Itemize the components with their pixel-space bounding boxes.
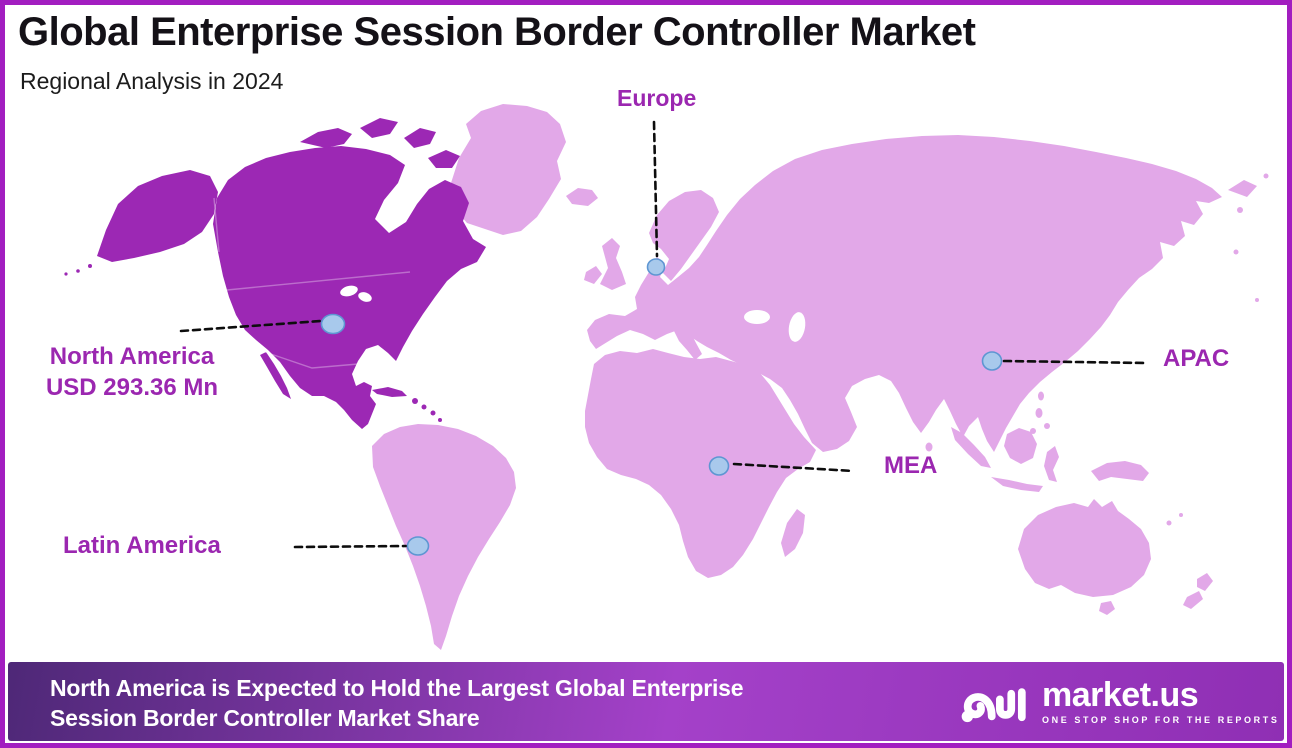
footer-caption-line2: Session Border Controller Market Share [50,705,480,731]
europe-marker [646,258,666,276]
footer-caption-line1: North America is Expected to Hold the La… [50,675,744,701]
apac-connector [1002,359,1149,365]
region-europe [584,190,719,360]
europe-connector [652,120,659,258]
mea-connector [732,462,855,473]
marketus-tagline: ONE STOP SHOP FOR THE REPORTS [1042,714,1280,725]
page-title: Global Enterprise Session Border Control… [18,10,976,54]
mea-marker [708,456,730,476]
mea-label: MEA [884,452,938,479]
region-greenland [451,104,598,235]
apac-marker [981,351,1003,371]
north-america-label: North America USD 293.36 Mn [26,341,238,403]
latin-america-connector [293,544,408,549]
region-eurasia [587,135,1269,452]
north-america-name: North America [49,343,215,370]
latin-america-label: Latin America [63,532,221,559]
north-america-value: USD 293.36 Mn [45,374,219,401]
europe-label: Europe [617,85,697,111]
footer-banner: North America is Expected to Hold the La… [8,662,1284,741]
region-south-america [372,424,516,650]
region-africa [585,349,816,578]
marketus-logo-icon [961,688,1026,723]
page-subtitle: Regional Analysis in 2024 [20,68,284,94]
north-america-connector [179,319,323,333]
marketus-logo-text: market.us ONE STOP SHOP FOR THE REPORTS [1042,678,1279,725]
apac-label: APAC [1163,345,1230,372]
region-north-america [64,118,486,429]
marketus-brand: market.us [1042,675,1199,714]
marketus-logo: market.us ONE STOP SHOP FOR THE REPORTS [958,675,1279,727]
latin-america-marker [406,536,430,556]
footer-caption: North America is Expected to Hold the La… [50,673,744,733]
north-america-marker [320,313,346,335]
region-southeast-asia-oceania [951,427,1213,615]
